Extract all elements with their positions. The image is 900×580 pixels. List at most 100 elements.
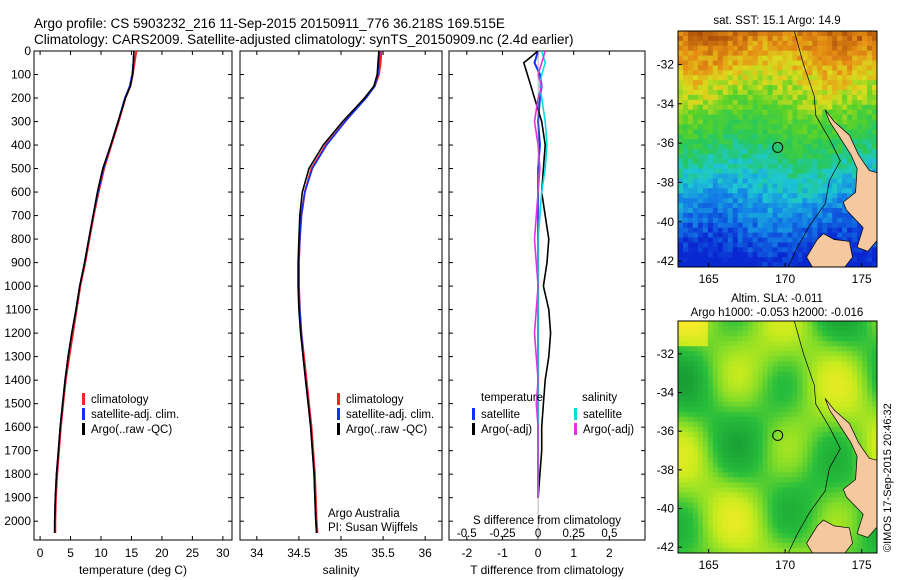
sla-map-cell [692, 447, 699, 453]
sla-map-cell [832, 442, 838, 448]
sla-map-cell [717, 472, 724, 478]
sst-map-cell [797, 124, 803, 130]
sla-map-cell [747, 442, 754, 448]
sst-map-cell [832, 109, 838, 116]
sla-map-cell [777, 321, 784, 327]
sst-map-cell [782, 114, 789, 121]
sst-map-cell [842, 75, 848, 81]
sla-map-cell [742, 507, 749, 514]
sst-map-cell [802, 222, 808, 229]
sst-map-cell [722, 242, 729, 248]
sla-map-cell [682, 426, 689, 433]
sla-map-cell [807, 401, 813, 408]
sst-map-cell [787, 212, 794, 219]
sst-map-cell [782, 242, 789, 248]
sst-map-cell [852, 60, 858, 67]
sst-map-cell [702, 198, 709, 204]
sst-map-cell [747, 247, 754, 253]
sst-map-cell [857, 144, 863, 150]
sst-map-cell [872, 99, 877, 106]
sla-map-cell [797, 547, 803, 553]
sla-map-cell [837, 386, 843, 393]
sla-map-cell [722, 431, 729, 438]
sst-map-cell [792, 247, 798, 253]
sst-map-cell [797, 208, 803, 214]
sst-map-cell [762, 173, 769, 180]
sst-map-cell [782, 31, 789, 37]
sst-map-cell [807, 158, 813, 165]
sst-map-cell [807, 134, 813, 140]
sst-map-cell [697, 183, 704, 189]
sla-map-cell [812, 366, 818, 373]
sla-map-cell [767, 341, 774, 347]
sst-map-cell [678, 119, 684, 126]
sst-map-cell [767, 257, 774, 263]
sla-map-cell [752, 502, 759, 509]
sst-map-cell [757, 55, 764, 62]
sla-map-cell [857, 416, 863, 423]
sla-map-cell [717, 507, 724, 514]
sst-map-cell [692, 94, 699, 101]
sst-map-cell [722, 193, 729, 199]
sla-map-cell [792, 477, 798, 483]
sla-map-cell [687, 416, 694, 423]
sst-map-cell [812, 80, 818, 86]
sst-map-cell [837, 178, 843, 185]
sla-map-cell [822, 356, 828, 362]
sla-map-cell [797, 452, 803, 458]
sla-map-cell [737, 321, 744, 327]
sst-map-cell [752, 104, 759, 111]
sst-map-cell [682, 75, 689, 81]
sst-map-cell [852, 242, 858, 248]
sst-map-cell [742, 168, 749, 175]
sst-map-cell [817, 178, 823, 185]
sla-map-cell [872, 366, 877, 373]
sla-map-cell [822, 517, 828, 524]
sla-map-cell [757, 472, 764, 478]
sla-map-cell [737, 406, 744, 413]
sst-map-cell [727, 45, 734, 52]
salinity-legend-swatch [337, 393, 340, 405]
sst-map-cell [707, 257, 714, 263]
sla-map-cell [807, 462, 813, 468]
sst-map-cell [792, 114, 798, 121]
sla-map-cell [817, 492, 823, 499]
sst-map-cell [807, 232, 813, 239]
sla-map-cell [837, 361, 843, 367]
sla-map-cell [842, 492, 848, 499]
sst-map-cell [777, 85, 784, 91]
sla-map-cell [812, 406, 818, 413]
sst-map-cell [817, 198, 823, 204]
sst-map-cell [697, 247, 704, 253]
sla-map-cell [762, 472, 769, 478]
sst-map-cell [678, 40, 684, 47]
sst-map-cell [862, 70, 868, 76]
sst-map-cell [782, 60, 789, 67]
sla-map-cell [847, 477, 853, 483]
sst-map-cell [702, 94, 709, 101]
sla-map-cell [852, 326, 858, 332]
sst-map-cell [812, 45, 818, 52]
sst-map-cell [732, 104, 739, 111]
sla-map-cell [757, 462, 764, 468]
sst-map-cell [787, 50, 794, 57]
sla-map-cell [872, 331, 877, 337]
sla-map-cell [792, 376, 798, 383]
sst-map-cell [792, 252, 798, 258]
sla-map-cell [872, 426, 877, 433]
sla-map-cell [757, 391, 764, 398]
sla-map-cell [707, 472, 714, 478]
sst-map-cell [842, 90, 848, 96]
sst-map-cell [717, 134, 724, 140]
sst-map-cell [707, 252, 714, 258]
sst-map-cell [732, 158, 739, 165]
sst-map-cell [857, 129, 863, 135]
sst-map-cell [777, 173, 784, 180]
sst-map-cell [747, 109, 754, 116]
sst-map-cell [847, 178, 853, 185]
sst-map-cell [792, 124, 798, 130]
sst-map-cell [787, 40, 794, 47]
sst-map-cell [767, 252, 774, 258]
sst-map-cell [692, 139, 699, 145]
salinity-legend-label: climatology [346, 394, 404, 406]
